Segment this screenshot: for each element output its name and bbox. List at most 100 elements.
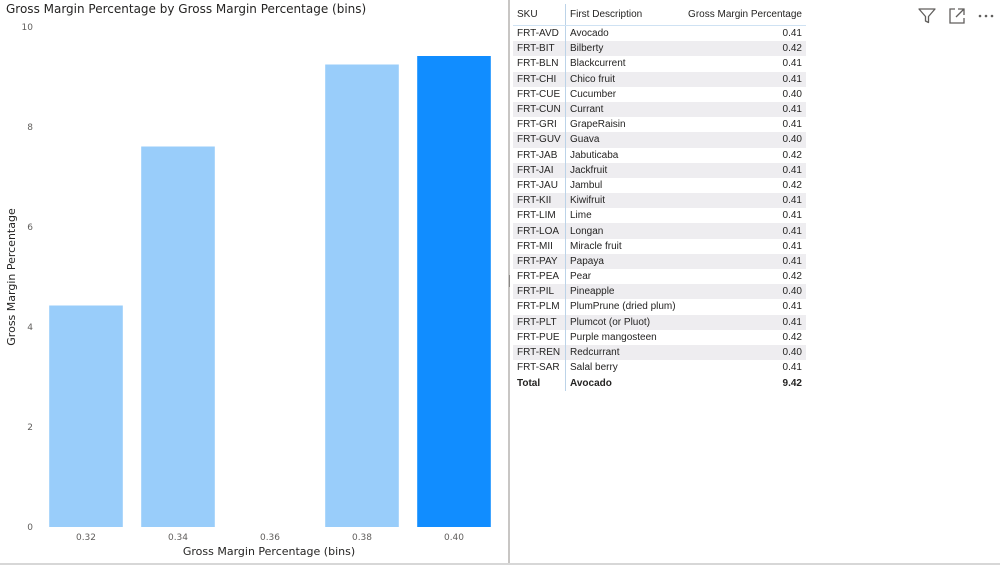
x-tick-label: 0.40 (444, 533, 464, 543)
cell-sku: FRT-PLT (513, 314, 566, 330)
x-tick-label: 0.36 (260, 533, 280, 543)
table-row[interactable]: FRT-CHI Chico fruit 0.41 (513, 71, 806, 87)
cell-description: Jambul (570, 179, 603, 191)
cell-sku: FRT-PAY (513, 253, 566, 269)
cell-gross-margin: 0.41 (681, 162, 806, 178)
bar-0.34[interactable] (141, 146, 215, 528)
column-header-gross-margin[interactable]: Gross Margin Percentage (681, 4, 806, 26)
cell-gross-margin: 0.41 (681, 71, 806, 87)
y-axis-title: Gross Margin Percentage (5, 208, 18, 346)
cell-gross-margin: 0.42 (782, 179, 802, 191)
total-value: 9.42 (681, 375, 806, 392)
canvas-bottom-border (0, 563, 1000, 565)
cell-gross-margin: 0.41 (681, 101, 806, 118)
cell-description: Papaya (565, 253, 682, 269)
table-row[interactable]: FRT-SAR Salal berry 0.41 (513, 360, 806, 376)
table-row[interactable]: FRT-REN Redcurrant 0.40 (513, 344, 806, 361)
table-row[interactable]: FRT-PLM PlumPrune (dried plum) 0.41 (513, 299, 806, 315)
cell-description: Longan (565, 223, 682, 239)
cell-sku: FRT-AVD (513, 25, 566, 42)
cell-gross-margin: 0.41 (681, 314, 806, 330)
cell-gross-margin: 0.41 (782, 210, 802, 222)
table-row[interactable]: FRT-PAY Papaya 0.41 (513, 253, 806, 269)
cell-description: Purple mangosteen (570, 331, 657, 343)
table-row[interactable]: FRT-PLT Plumcot (or Pluot) 0.41 (513, 314, 806, 330)
table-row[interactable]: FRT-PIL Pineapple 0.40 (513, 284, 806, 300)
column-header-sku[interactable]: SKU (513, 4, 566, 26)
cell-description: Guava (565, 132, 682, 148)
cell-description: Pear (570, 271, 592, 283)
cell-gross-margin: 0.41 (782, 362, 802, 374)
table-row[interactable]: FRT-GRI GrapeRaisin 0.41 (513, 117, 806, 133)
chart-title: Gross Margin Percentage by Gross Margin … (6, 2, 367, 16)
cell-sku: FRT-JAI (513, 162, 566, 178)
table-row[interactable]: FRT-JAB Jabuticaba 0.42 (513, 147, 806, 163)
cell-gross-margin: 0.41 (782, 58, 802, 70)
total-description: Avocado (565, 375, 682, 392)
cell-gross-margin: 0.42 (782, 331, 802, 343)
focus-mode-icon[interactable] (947, 6, 967, 26)
table-row[interactable]: FRT-CUN Currant 0.41 (513, 101, 806, 118)
cell-gross-margin: 0.42 (782, 149, 802, 161)
cell-sku: FRT-GRI (513, 117, 566, 133)
cell-description: Plumcot (or Pluot) (565, 314, 682, 330)
cell-description: Blackcurrent (570, 58, 626, 70)
cell-gross-margin: 0.40 (681, 284, 806, 300)
cell-sku: FRT-CUN (513, 101, 566, 118)
cell-description: Bilberty (565, 41, 682, 57)
cell-sku: FRT-LOA (513, 223, 566, 239)
cell-sku: FRT-PEA (513, 269, 566, 285)
table-row[interactable]: FRT-BLN Blackcurrent 0.41 (513, 56, 806, 72)
cell-description: Redcurrant (565, 344, 682, 361)
column-header-description[interactable]: First Description (565, 4, 682, 26)
cell-description: Salal berry (570, 362, 618, 374)
cell-sku: FRT-GUV (513, 132, 566, 148)
bar-chart-visual[interactable]: 0 2 4 6 8 10 0.32 0.34 0.36 0.38 0.40 Gross Margi… (0, 0, 508, 563)
cell-sku: FRT-SAR (513, 360, 566, 376)
y-tick-label: 2 (27, 423, 33, 433)
cell-description: Avocado (570, 28, 609, 40)
cell-gross-margin: 0.41 (782, 28, 802, 40)
table-row[interactable]: FRT-LIM Lime 0.41 (513, 208, 806, 224)
bar-0.38[interactable] (325, 64, 399, 528)
cell-description: Kiwifruit (565, 193, 682, 209)
cell-sku: FRT-MII (513, 238, 566, 254)
cell-gross-margin: 0.41 (782, 119, 802, 131)
bar-0.32[interactable] (49, 305, 123, 528)
cell-sku: FRT-PLM (513, 299, 566, 315)
y-tick-label: 8 (27, 123, 33, 133)
table-row[interactable]: FRT-KII Kiwifruit 0.41 (513, 193, 806, 209)
more-options-icon[interactable] (976, 6, 996, 26)
cell-description: Chico fruit (565, 71, 682, 87)
table-row[interactable]: FRT-LOA Longan 0.41 (513, 223, 806, 239)
x-axis-title: Gross Margin Percentage (bins) (183, 545, 355, 558)
cell-gross-margin: 0.40 (782, 88, 802, 100)
y-tick-label: 10 (22, 23, 34, 33)
cell-description: Jabuticaba (570, 149, 619, 161)
table-row[interactable]: FRT-GUV Guava 0.40 (513, 132, 806, 148)
x-tick-label: 0.32 (76, 533, 96, 543)
filter-icon[interactable] (917, 6, 937, 26)
table-visual[interactable]: SKU First Description Gross Margin Perce… (510, 0, 1000, 563)
cell-sku: FRT-LIM (513, 208, 566, 224)
table-row[interactable]: FRT-BIT Bilberty 0.42 (513, 41, 806, 57)
table-header-row: SKU First Description Gross Margin Perce… (513, 4, 806, 26)
table-row[interactable]: FRT-JAI Jackfruit 0.41 (513, 162, 806, 178)
data-table: SKU First Description Gross Margin Perce… (513, 4, 806, 392)
y-tick-label: 4 (27, 323, 33, 333)
bar-0.4[interactable] (417, 56, 491, 527)
table-row[interactable]: FRT-MII Miracle fruit 0.41 (513, 238, 806, 254)
y-tick-label: 6 (27, 223, 33, 233)
cell-gross-margin: 0.41 (782, 240, 802, 252)
cell-gross-margin: 0.41 (681, 193, 806, 209)
cell-sku: FRT-PIL (513, 284, 566, 300)
table-row[interactable]: FRT-PEA Pear 0.42 (513, 269, 806, 285)
table-row[interactable]: FRT-JAU Jambul 0.42 (513, 177, 806, 194)
cell-description: Lime (570, 210, 592, 222)
bar-chart: 0 2 4 6 8 10 0.32 0.34 0.36 0.38 0.40 Gross Margi… (5, 23, 491, 558)
table-row[interactable]: FRT-CUE Cucumber 0.40 (513, 86, 806, 102)
table-row[interactable]: FRT-PUE Purple mangosteen 0.42 (513, 329, 806, 345)
total-label: Total (513, 375, 566, 392)
cell-gross-margin: 0.41 (782, 301, 802, 313)
table-row[interactable]: FRT-AVD Avocado 0.41 (513, 25, 806, 42)
